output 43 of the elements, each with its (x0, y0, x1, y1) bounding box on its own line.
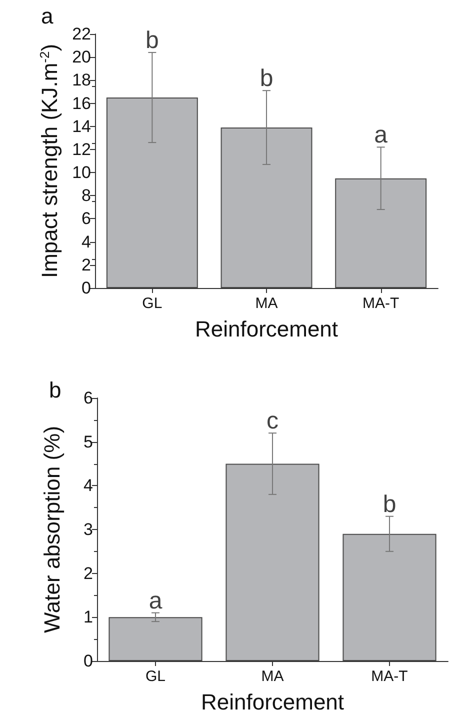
y-tick-label: 4 (84, 476, 93, 496)
y-tick-label: 14 (72, 116, 91, 136)
x-tick-label: MA (261, 668, 284, 685)
y-tick-label: 0 (82, 278, 91, 298)
y-tick-label: 3 (84, 520, 93, 539)
annotation: b (382, 490, 396, 518)
annotation: b (260, 65, 274, 92)
y-tick-label: 1 (84, 608, 93, 627)
y-tick-label: 6 (84, 388, 93, 408)
bar (106, 98, 198, 288)
y-tick-label: 4 (82, 232, 91, 252)
y-axis-title: Impact strength (KJ.m-2) (37, 44, 62, 278)
y-tick-label: 8 (82, 186, 91, 206)
x-tick-label: MA (255, 295, 278, 312)
annotation: b (145, 26, 159, 54)
annotation: a (148, 587, 163, 614)
annotation: a (374, 122, 388, 149)
x-axis-title: Reinforcement (194, 316, 338, 342)
bar (342, 534, 436, 661)
y-tick-label: 2 (82, 255, 91, 274)
bar (220, 128, 312, 288)
y-tick-label: 5 (84, 432, 93, 452)
y-axis-title: Water absorption (%) (40, 426, 64, 634)
x-tick-label: GL (142, 295, 162, 312)
annotation: c (266, 408, 278, 435)
y-tick-label: 10 (72, 163, 91, 182)
y-tick-label: 18 (72, 70, 91, 90)
chart-title: a (41, 4, 54, 28)
y-tick-label: 6 (82, 209, 91, 228)
x-tick-label: GL (145, 668, 166, 685)
chart-title: b (49, 378, 62, 402)
bar (226, 464, 320, 661)
y-tick-label: 12 (72, 140, 91, 159)
bar (108, 617, 202, 661)
x-tick-label: MA-T (371, 668, 408, 685)
y-tick-label: 20 (72, 48, 91, 67)
x-axis-title: Reinforcement (200, 690, 344, 714)
y-tick-label: 22 (72, 24, 91, 44)
y-tick-label: 0 (84, 652, 93, 670)
x-tick-label: MA-T (362, 295, 400, 312)
bar (335, 178, 427, 288)
y-tick-label: 2 (84, 564, 93, 583)
y-tick-label: 16 (72, 94, 91, 113)
